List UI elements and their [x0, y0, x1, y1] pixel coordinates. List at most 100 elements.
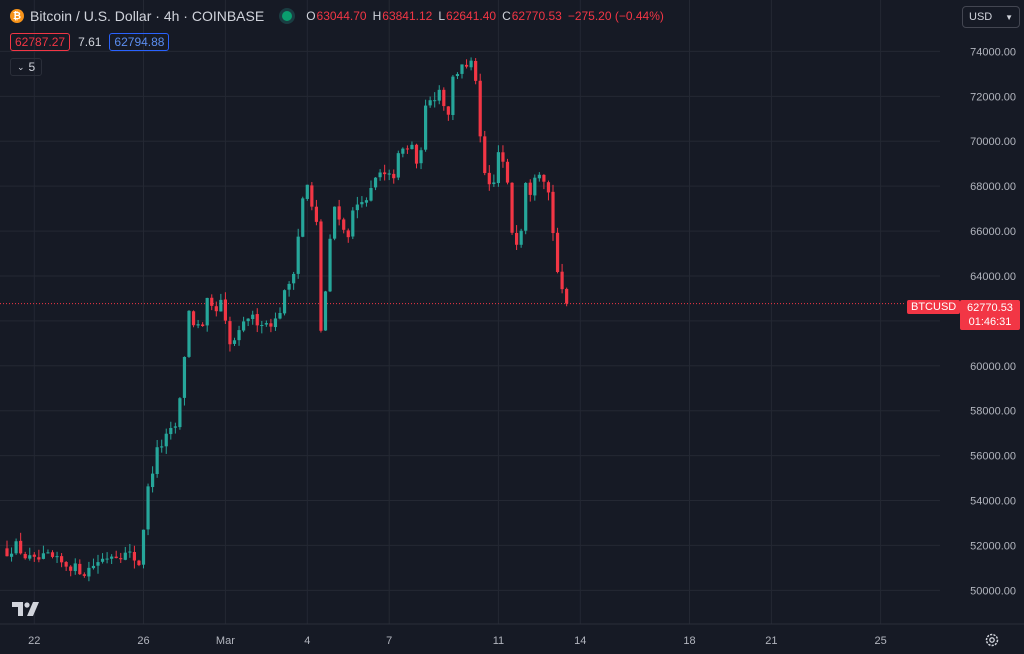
- candle: [342, 217, 346, 234]
- spread-value: 7.61: [78, 35, 102, 49]
- x-tick-label: 25: [874, 635, 886, 647]
- candle: [119, 552, 123, 563]
- candle-body: [528, 182, 532, 195]
- y-tick-label: 64000.00: [970, 271, 1016, 283]
- candle: [355, 196, 359, 219]
- candle: [128, 543, 132, 558]
- candle-body: [132, 552, 136, 561]
- candle-body: [210, 297, 214, 306]
- candle-body: [269, 323, 273, 327]
- x-tick-label: 11: [493, 635, 504, 647]
- time-axis[interactable]: 22 26 Mar 4 7 11 14 18 21 25: [28, 635, 887, 647]
- candle: [91, 558, 96, 570]
- ohlc-low: L62641.40: [438, 9, 497, 23]
- gear-icon[interactable]: [984, 632, 1000, 648]
- candle: [551, 184, 555, 241]
- candle-body: [510, 182, 514, 233]
- candle-body: [46, 552, 50, 554]
- candle-body: [151, 473, 155, 488]
- candle-body: [405, 148, 409, 150]
- symbol-title[interactable]: Bitcoin / U.S. Dollar · 4h · COINBASE: [30, 8, 265, 24]
- candle-body: [146, 486, 150, 530]
- candle: [319, 219, 323, 333]
- candle-body: [114, 556, 118, 559]
- candle: [301, 196, 305, 238]
- chevron-down-icon: ▼: [1005, 12, 1013, 22]
- y-tick-label: 58000.00: [970, 406, 1016, 418]
- candle: [424, 99, 428, 152]
- candle: [487, 165, 491, 191]
- candle: [146, 483, 150, 536]
- candle-body: [328, 238, 332, 292]
- candle: [474, 58, 478, 85]
- candle: [555, 227, 560, 274]
- candle-body: [60, 556, 64, 563]
- candle-body: [460, 64, 464, 74]
- candle-body: [337, 206, 341, 220]
- candle-body: [524, 182, 528, 231]
- chart-grid: [0, 0, 940, 624]
- market-status-icon[interactable]: [282, 11, 293, 21]
- candle: [455, 72, 460, 80]
- candle: [492, 174, 496, 187]
- candle-body: [50, 552, 55, 557]
- current-price-value: 62770.53: [967, 302, 1013, 314]
- indicators-toggle[interactable]: ⌄ 5: [10, 58, 43, 76]
- candle-body: [219, 299, 223, 312]
- candle-body: [237, 330, 241, 341]
- candle-body: [282, 290, 287, 314]
- candle-body: [428, 100, 432, 106]
- candle-body: [110, 556, 114, 559]
- candle: [160, 439, 164, 453]
- candle-body: [342, 219, 346, 230]
- candle: [396, 150, 400, 181]
- candle: [328, 234, 332, 293]
- candle: [87, 561, 91, 582]
- x-tick-label: 4: [304, 635, 310, 647]
- candle-body: [5, 548, 9, 557]
- candle-body: [455, 74, 460, 76]
- candle-body: [478, 80, 482, 137]
- candle: [292, 271, 296, 290]
- candle-body: [164, 433, 168, 447]
- candle: [346, 228, 350, 243]
- candle-body: [141, 529, 146, 565]
- x-tick-label: 7: [386, 635, 392, 647]
- candle: [314, 199, 318, 226]
- candle-body: [205, 297, 209, 326]
- candle: [446, 106, 450, 121]
- candle-body: [515, 232, 519, 245]
- candle: [50, 550, 55, 559]
- y-tick-label: 68000.00: [970, 181, 1016, 193]
- candle-body: [301, 198, 305, 237]
- candle: [278, 307, 282, 320]
- candle-body: [73, 563, 77, 572]
- currency-selector[interactable]: USD ▼: [962, 6, 1020, 28]
- buy-price-button[interactable]: 62794.88: [109, 33, 170, 51]
- candle-body: [137, 560, 141, 566]
- candle-body: [214, 306, 218, 312]
- tradingview-logo-icon[interactable]: [12, 600, 42, 618]
- candle: [401, 147, 405, 158]
- candle-body: [242, 321, 246, 331]
- candle-body: [201, 324, 205, 327]
- candle-body: [37, 557, 41, 560]
- candle-body: [296, 236, 300, 274]
- candle-body: [437, 89, 441, 101]
- candle-body: [19, 540, 23, 554]
- candle: [273, 312, 278, 331]
- symbol-legend: ₿ Bitcoin / U.S. Dollar · 4h · COINBASE …: [10, 8, 664, 24]
- candle-body: [91, 565, 96, 569]
- candle: [96, 554, 100, 574]
- sell-price-button[interactable]: 62787.27: [10, 33, 71, 51]
- candle-body: [469, 60, 473, 68]
- candle-body: [223, 299, 227, 321]
- candle: [515, 225, 519, 251]
- candle: [37, 549, 41, 563]
- candle: [373, 177, 378, 191]
- y-tick-label: 66000.00: [970, 226, 1016, 238]
- candle: [132, 545, 136, 569]
- bitcoin-icon: ₿: [10, 9, 24, 23]
- candle-body: [9, 553, 14, 557]
